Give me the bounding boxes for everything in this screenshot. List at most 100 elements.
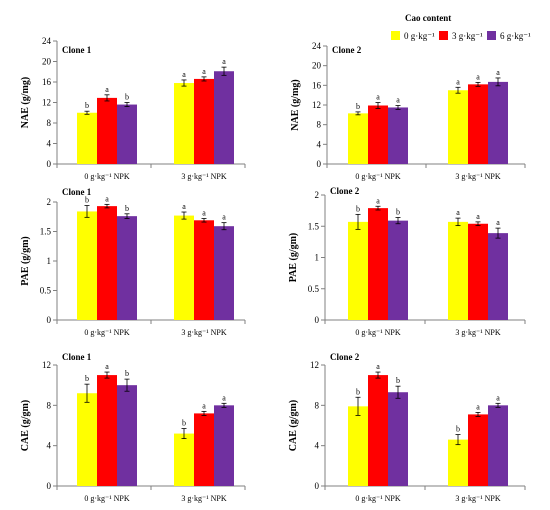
y-tick-label: 20 [42,57,52,67]
significance-letter: b [125,369,129,378]
y-axis-label: CAE (g/gm) [288,400,299,451]
bar [348,221,368,320]
panel-title: Clone 1 [62,352,92,362]
bar [97,97,117,164]
significance-letter: a [105,362,109,371]
chart-panel-4: 0 4 8 12 CAE (g/gm) Clone 1 0 g·kg⁻¹ NPK 3 g·kg… [20,352,246,503]
bar [448,439,468,486]
y-tick-label: 12 [42,360,51,370]
bar [117,216,137,320]
chart-panel-2: 0 0.5 1 1.5 2 PAE (g/gm) Clone 1 0 g·kg⁻¹ NPK 3 … [20,187,246,337]
y-tick-label: 8 [315,400,320,410]
x-category-label: 0 g·kg⁻¹ NPK [84,172,130,181]
significance-letter: a [222,393,226,402]
bar [388,107,408,164]
y-tick-label: 1 [47,256,52,266]
y-tick-label: 0 [47,315,52,325]
bar [368,375,388,486]
x-category-label: 3 g·kg⁻¹ NPK [455,494,501,503]
significance-letter: a [456,208,460,217]
significance-letter: a [202,67,206,76]
significance-letter: b [85,101,89,110]
bar [97,375,117,486]
bar [77,211,97,320]
significance-letter: a [476,72,480,81]
y-tick-label: 2 [315,190,320,200]
y-axis-label: PAE (g/gm) [288,233,299,283]
bar [117,385,137,486]
bar [194,78,214,164]
y-tick-label: 8 [47,118,52,128]
x-category-label: 0 g·kg⁻¹ NPK [84,328,130,337]
y-axis-label: NAE (g/mg) [20,77,31,128]
significance-letter: a [182,202,186,211]
y-tick-label: 0 [315,481,320,491]
panel-title: Clone 1 [62,45,92,55]
bar [468,414,488,486]
x-category-label: 3 g·kg⁻¹ NPK [455,172,501,181]
significance-letter: b [456,425,460,434]
significance-letter: a [456,77,460,86]
significance-letter: a [105,85,109,94]
panel-title: Clone 2 [332,45,362,55]
bar [468,223,488,320]
y-tick-label: 20 [312,61,322,71]
y-tick-label: 4 [315,441,320,451]
bar [448,90,468,164]
significance-letter: a [182,70,186,79]
significance-letter: b [85,196,89,205]
y-tick-label: 0 [315,315,320,325]
y-tick-label: 1 [315,253,320,263]
significance-letter: a [376,196,380,205]
bar [117,104,137,164]
y-tick-label: 2 [47,197,52,207]
significance-letter: a [222,57,226,66]
significance-letter: b [125,93,129,102]
bar [488,233,508,320]
bar [488,81,508,164]
y-tick-label: 24 [312,41,322,51]
significance-letter: a [202,209,206,218]
y-tick-label: 4 [47,139,52,149]
bar [488,405,508,486]
x-category-label: 3 g·kg⁻¹ NPK [181,328,227,337]
bar [448,221,468,320]
bar [388,392,408,486]
panel-title: Clone 1 [62,187,92,197]
legend-title: Cao content [405,13,451,23]
y-tick-label: 12 [312,100,321,110]
bar [174,215,194,320]
y-axis-label: NAE (g/mg) [290,79,301,130]
x-category-label: 0 g·kg⁻¹ NPK [84,494,130,503]
significance-letter: b [396,376,400,385]
legend-swatch-2 [487,31,496,40]
panel-title: Clone 2 [330,352,360,362]
significance-letter: a [496,68,500,77]
bar [77,112,97,164]
x-category-label: 0 g·kg⁻¹ NPK [355,494,401,503]
panel-title: Clone 2 [330,186,360,196]
x-category-label: 0 g·kg⁻¹ NPK [355,172,401,181]
significance-letter: a [222,213,226,222]
significance-letter: b [356,102,360,111]
x-category-label: 3 g·kg⁻¹ NPK [455,328,501,337]
y-tick-label: 12 [42,98,51,108]
x-category-label: 0 g·kg⁻¹ NPK [355,328,401,337]
significance-letter: a [476,212,480,221]
y-tick-label: 4 [47,441,52,451]
y-tick-label: 4 [317,139,322,149]
significance-letter: b [396,208,400,217]
bar [348,406,368,486]
y-tick-label: 1.5 [40,227,52,237]
y-tick-label: 0 [317,159,322,169]
chart-panel-0: 0 4 8 12 16 20 24 NAE (g/mg) Clone 1 0 g·kg⁻¹ NPK… [20,36,246,181]
bar [214,226,234,320]
significance-letter: a [376,93,380,102]
bar [194,220,214,320]
chart-panel-5: 0 4 8 12 CAE (g/gm) Clone 2 0 g·kg⁻¹ NPK 3 g·kg… [288,352,526,503]
significance-letter: a [202,401,206,410]
y-axis-label: CAE (g/gm) [20,400,31,451]
legend-label-2: 6 g·kg⁻¹ [500,31,531,41]
